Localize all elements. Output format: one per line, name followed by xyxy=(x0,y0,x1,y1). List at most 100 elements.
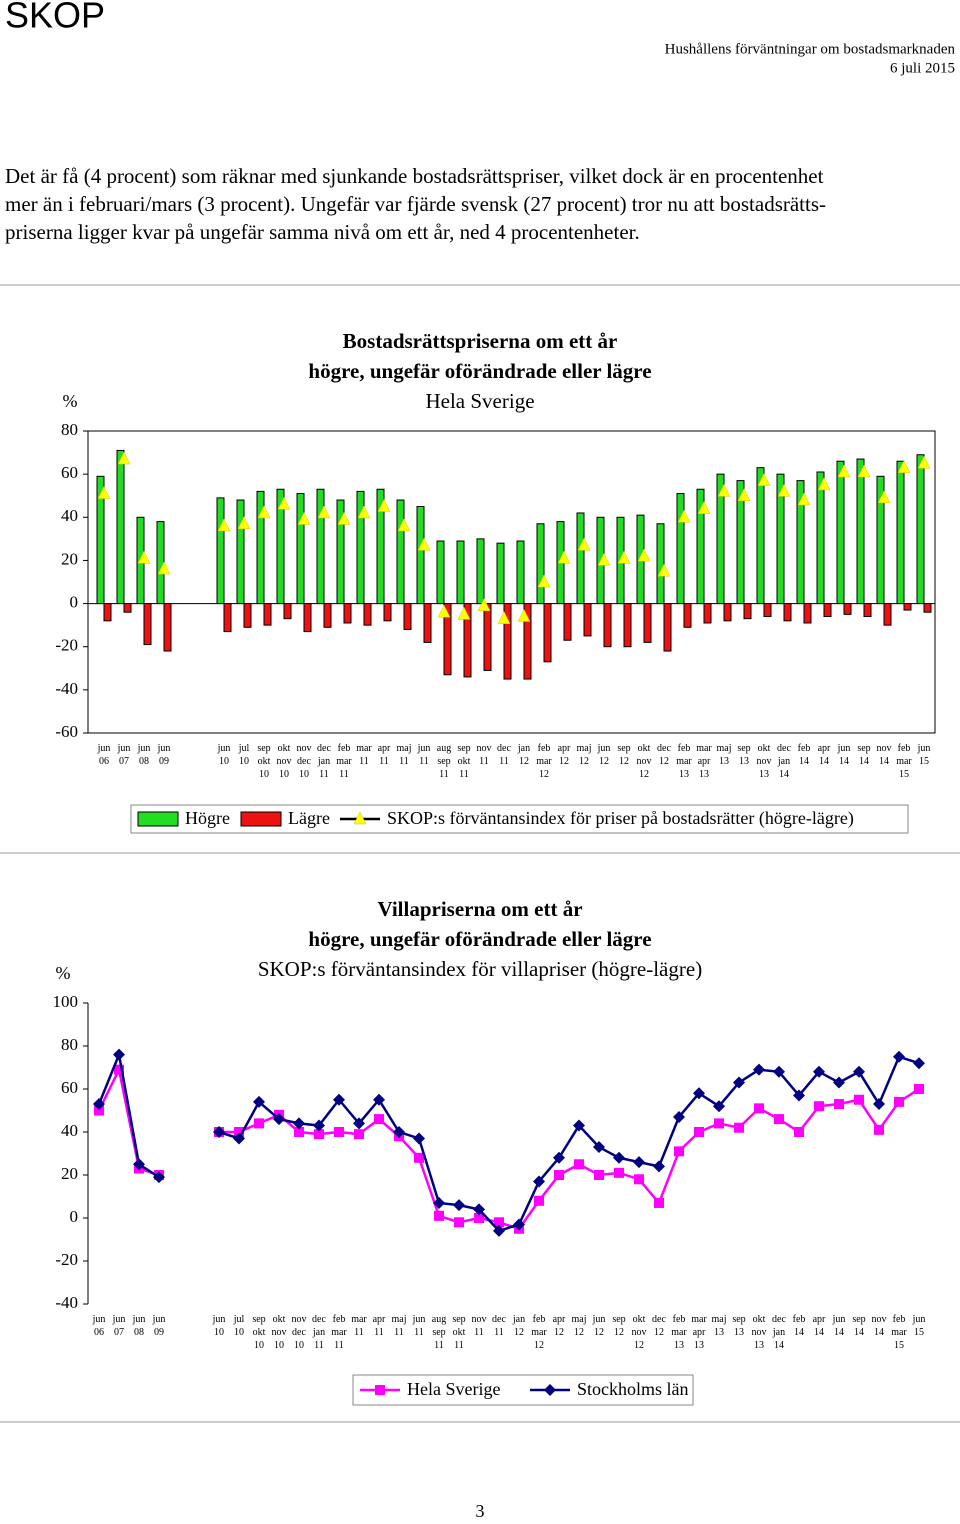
marker xyxy=(613,1151,625,1164)
bar xyxy=(443,603,452,676)
bar xyxy=(243,603,252,628)
marker xyxy=(714,1118,724,1129)
bar xyxy=(143,603,152,646)
chart-title: Villapriserna om ett år xyxy=(377,897,582,921)
legend-marker xyxy=(375,1385,385,1395)
bar xyxy=(923,603,932,613)
marker xyxy=(133,1158,145,1171)
x-tick-label: nov 14 xyxy=(876,743,892,767)
y-tick-label: 60 xyxy=(61,1078,78,1097)
x-tick-label: jun 08 xyxy=(137,743,151,767)
legend-label: SKOP:s förväntansindex för priser på bos… xyxy=(387,808,854,829)
marker xyxy=(794,1127,804,1137)
bar xyxy=(463,603,472,678)
legend-label: Högre xyxy=(185,808,230,828)
marker xyxy=(677,509,691,523)
x-tick-label: apr 11 xyxy=(372,1314,386,1338)
marker xyxy=(774,1114,784,1125)
bar xyxy=(396,499,405,605)
marker xyxy=(434,1210,444,1221)
bar xyxy=(163,603,172,652)
marker xyxy=(354,1129,364,1140)
bar xyxy=(696,488,705,605)
bar xyxy=(656,523,665,605)
marker xyxy=(713,1100,725,1113)
marker xyxy=(557,550,571,564)
x-tick-label: sep okt 11 xyxy=(457,743,471,780)
bar xyxy=(743,603,752,620)
marker xyxy=(94,1105,104,1116)
marker xyxy=(697,501,711,514)
y-tick-label: -40 xyxy=(55,679,78,698)
x-tick-label: feb mar 13 xyxy=(671,1314,687,1351)
bar xyxy=(436,540,445,605)
x-tick-label: nov 14 xyxy=(871,1314,887,1338)
marker xyxy=(494,1217,504,1228)
marker xyxy=(777,483,791,497)
x-tick-label: jun 10 xyxy=(212,1314,226,1338)
marker xyxy=(473,1203,485,1216)
marker xyxy=(753,1063,765,1076)
x-tick-label: feb mar 12 xyxy=(531,1314,547,1351)
marker xyxy=(397,518,411,532)
x-tick-label: nov 11 xyxy=(471,1314,487,1338)
x-tick-label: maj 11 xyxy=(391,1314,407,1338)
x-tick-label: dec 12 xyxy=(657,743,671,767)
chart-subtitle: högre, ungefär oförändrade eller lägre xyxy=(308,359,651,383)
x-tick-label: mar 11 xyxy=(351,1314,367,1338)
y-tick-label: 100 xyxy=(53,992,79,1011)
marker xyxy=(513,1218,525,1231)
x-tick-label: jun 14 xyxy=(837,743,851,767)
chart-subtitle: högre, ungefär oförändrade eller lägre xyxy=(308,927,651,951)
x-tick-label: sep 12 xyxy=(612,1314,626,1338)
bar xyxy=(663,603,672,652)
marker xyxy=(533,1175,545,1188)
x-tick-label: jun 09 xyxy=(157,743,171,767)
marker xyxy=(654,1197,664,1208)
marker xyxy=(597,552,611,566)
bar xyxy=(683,603,692,628)
marker xyxy=(854,1094,864,1105)
y-tick-label: 60 xyxy=(61,463,78,482)
x-tick-label: sep okt 11 xyxy=(452,1314,466,1351)
bar xyxy=(843,603,852,615)
marker xyxy=(153,1171,165,1184)
legend-marker xyxy=(544,1384,556,1396)
marker xyxy=(337,511,351,525)
marker xyxy=(157,561,171,575)
x-tick-label: mar 11 xyxy=(356,743,372,767)
bar xyxy=(96,475,105,605)
marker xyxy=(333,1093,345,1106)
bar xyxy=(583,603,592,637)
bar xyxy=(476,538,485,605)
marker xyxy=(234,1127,244,1137)
x-tick-label: jun 14 xyxy=(832,1314,846,1338)
marker xyxy=(633,1156,645,1169)
chart-subtitle: Hela Sverige xyxy=(425,389,534,413)
x-tick-label: maj 13 xyxy=(711,1314,727,1338)
marker xyxy=(853,1065,865,1078)
marker xyxy=(837,464,851,478)
bar xyxy=(216,497,225,605)
marker xyxy=(573,1119,585,1132)
marker xyxy=(293,1117,305,1130)
marker xyxy=(737,488,751,501)
bar xyxy=(703,603,712,624)
x-tick-label: feb mar 15 xyxy=(891,1314,907,1351)
x-tick-label: jun 11 xyxy=(412,1314,426,1338)
x-tick-label: jan 12 xyxy=(517,743,531,767)
bar xyxy=(823,603,832,618)
bar xyxy=(323,603,332,628)
x-tick-label: sep okt 10 xyxy=(257,743,271,780)
marker xyxy=(817,477,831,491)
bar xyxy=(103,603,112,622)
bar xyxy=(763,603,772,618)
x-tick-label: jun 12 xyxy=(592,1314,606,1338)
y-tick-label: -20 xyxy=(55,636,78,655)
x-tick-label: jan 12 xyxy=(512,1314,526,1338)
bar xyxy=(503,603,512,680)
marker xyxy=(357,505,371,519)
marker xyxy=(393,1126,405,1138)
bar xyxy=(723,603,732,622)
